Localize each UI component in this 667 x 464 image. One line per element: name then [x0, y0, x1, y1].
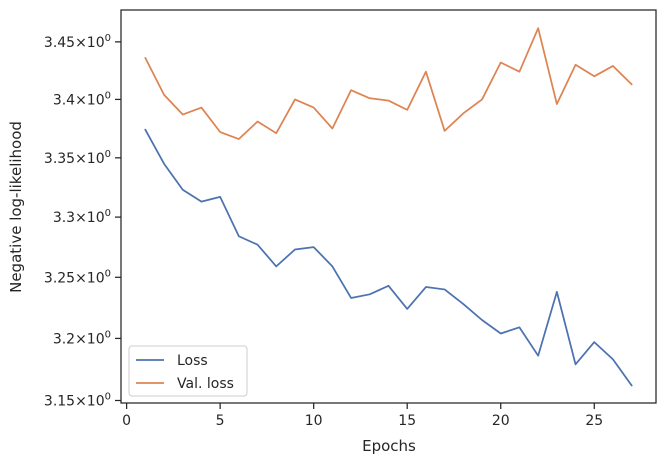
- y-tick-label: 3.45×100: [44, 33, 111, 51]
- series-line-loss: [144, 128, 633, 387]
- legend-label: Loss: [177, 353, 208, 369]
- y-tick-label: 3.4×100: [53, 90, 111, 108]
- x-axis-label: Epochs: [362, 437, 416, 455]
- legend-label: Val. loss: [177, 376, 234, 392]
- x-tick-label: 5: [216, 413, 225, 429]
- series-lines: [144, 27, 633, 387]
- x-tick-label: 0: [122, 413, 131, 429]
- y-tick-label: 3.3×100: [53, 208, 111, 226]
- x-tick-label: 15: [398, 413, 416, 429]
- x-tick-label: 20: [492, 413, 510, 429]
- x-axis-ticks: 0 5 10 15 20 25: [122, 403, 603, 429]
- y-tick-label: 3.25×100: [44, 268, 111, 286]
- y-tick-label: 3.2×100: [53, 329, 111, 347]
- y-tick-label: 3.35×100: [44, 149, 111, 167]
- y-tick-label: 3.15×100: [44, 391, 111, 409]
- x-tick-label: 10: [305, 413, 323, 429]
- plot-frame: [120, 9, 657, 404]
- legend: Loss Val. loss: [128, 345, 248, 397]
- y-axis-label: Negative log-likelihood: [7, 121, 25, 293]
- series-line-val-loss: [144, 27, 633, 140]
- x-tick-label: 25: [585, 413, 603, 429]
- y-axis-ticks: 3.15×100 3.2×100 3.25×100 3.3×100 3.35×100 3.…: [44, 33, 121, 409]
